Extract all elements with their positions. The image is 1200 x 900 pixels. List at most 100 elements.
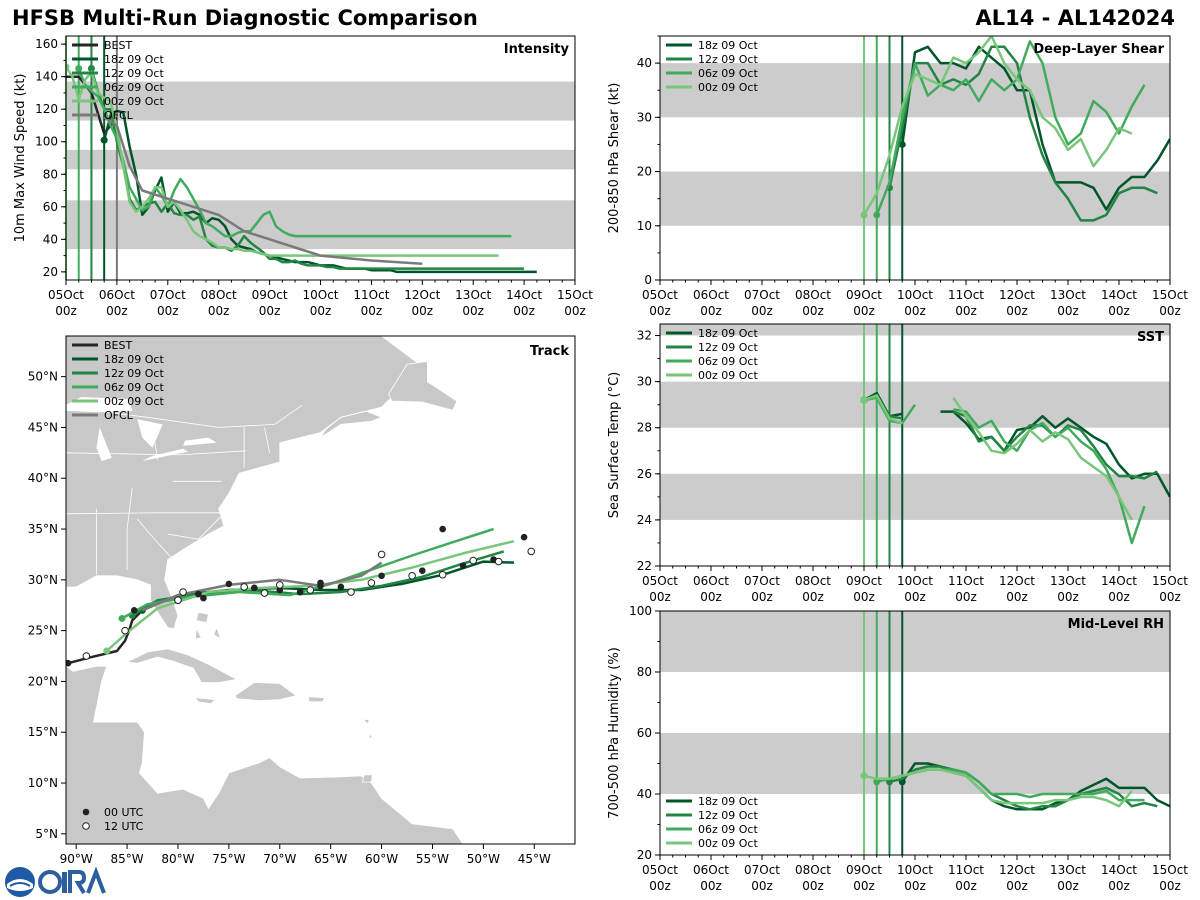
x-tick-sublabel: 00z — [751, 879, 773, 893]
init-marker — [873, 211, 881, 219]
series-line — [953, 408, 1146, 545]
x-tick-sublabel: 00z — [1057, 879, 1079, 893]
land-polygon — [195, 611, 209, 623]
legend-label: 00z 09 Oct — [698, 81, 758, 94]
x-tick-label: 14Oct — [1101, 863, 1137, 877]
marker-00utc — [459, 562, 467, 569]
x-tick-sublabel: 00z — [310, 304, 332, 318]
x-tick-label: 10Oct — [302, 288, 338, 302]
shear-bands — [660, 63, 1170, 226]
x-tick-label: 13Oct — [455, 288, 491, 302]
y-tick-label: 40 — [637, 787, 652, 801]
init-marker — [860, 211, 868, 219]
marker-12utc — [121, 626, 129, 635]
state-border — [136, 518, 174, 560]
marker-12utc — [347, 588, 355, 596]
init-marker — [75, 65, 83, 73]
marker-12utc — [527, 547, 536, 556]
rh-bands — [660, 611, 1170, 794]
x-tick-label: 45°W — [518, 852, 551, 866]
lake-polygon — [142, 448, 189, 461]
marker-00utc — [200, 594, 207, 602]
marker-00utc — [296, 588, 304, 596]
x-tick-label: 06Oct — [693, 288, 729, 302]
y-tick-label: 160 — [35, 37, 58, 51]
x-tick-sublabel: 00z — [751, 304, 773, 318]
legend-marker-12utc — [82, 822, 90, 830]
x-tick-label: 15Oct — [1152, 863, 1188, 877]
x-tick-sublabel: 00z — [1159, 590, 1181, 604]
series-line — [875, 40, 1146, 216]
legend-label: 18z 09 Oct — [698, 39, 758, 52]
series-line — [103, 116, 423, 265]
legend-label: BEST — [104, 339, 132, 352]
intensity-bands — [66, 81, 575, 250]
marker-12utc — [377, 550, 386, 559]
marker-00utc — [195, 590, 202, 598]
noaa-logo-icon — [5, 867, 35, 897]
x-tick-label: 10Oct — [897, 288, 933, 302]
legend-label: 06z 09 Oct — [698, 823, 758, 836]
x-tick-sublabel: 00z — [564, 304, 586, 318]
x-tick-label: 07Oct — [150, 288, 186, 302]
x-tick-sublabel: 00z — [649, 304, 671, 318]
legend-label: 18z 09 Oct — [698, 795, 758, 808]
y-axis-label: 700-500 hPa Humidity (%) — [607, 647, 622, 819]
x-tick-sublabel: 00z — [700, 879, 722, 893]
y-tick-label: 15°N — [28, 725, 58, 739]
x-tick-sublabel: 00z — [1006, 590, 1028, 604]
x-tick-sublabel: 00z — [955, 304, 977, 318]
marker-12utc — [275, 581, 284, 589]
land-polygon — [362, 718, 371, 725]
x-tick-label: 12Oct — [999, 863, 1035, 877]
marker-12utc — [179, 588, 187, 596]
figure-title: HFSB Multi-Run Diagnostic Comparison — [12, 6, 478, 30]
x-tick-label: 08Oct — [795, 574, 831, 588]
series-line — [901, 45, 1170, 211]
agency-logos — [5, 866, 106, 897]
x-tick-sublabel: 00z — [1108, 304, 1130, 318]
sst-series — [860, 391, 1170, 545]
x-tick-label: 80°W — [161, 852, 194, 866]
series-line — [952, 397, 1133, 521]
marker-12utc — [367, 579, 376, 587]
y-tick-label: 5°N — [35, 827, 58, 841]
marker-00utc — [378, 572, 385, 580]
land-polygon — [125, 648, 239, 683]
cira-logo-icon — [38, 866, 106, 895]
x-tick-sublabel: 00z — [462, 304, 484, 318]
x-tick-label: 08Oct — [795, 863, 831, 877]
marker-00utc — [419, 567, 426, 574]
y-tick-label: 100 — [35, 135, 58, 149]
marker-00utc — [225, 580, 233, 588]
x-tick-sublabel: 00z — [955, 590, 977, 604]
legend-label: 06z 09 Oct — [698, 355, 758, 368]
track-panel: 90°W 85°W 80°W 75°W 70°W 65°W 60°W 55°W 50°W 45°W… — [28, 335, 576, 866]
y-tick-label: 30°N — [28, 573, 58, 587]
panel-title: Deep-Layer Shear — [1033, 42, 1164, 57]
init-marker — [100, 136, 108, 144]
x-tick-label: 10Oct — [897, 574, 933, 588]
x-tick-label: 07Oct — [744, 863, 780, 877]
land-polygon — [194, 627, 203, 640]
legend-label: 00z 09 Oct — [698, 837, 758, 850]
marker-00utc — [317, 582, 324, 590]
legend-label: 18z 09 Oct — [104, 53, 164, 66]
track-line — [141, 561, 383, 612]
x-tick-sublabel: 00z — [649, 879, 671, 893]
x-tick-sublabel: 00z — [55, 304, 77, 318]
y-tick-label: 40 — [637, 56, 652, 70]
y-tick-label: 40°N — [28, 471, 58, 485]
sst-panel: 22 24 26 28 30 32 05Oct 00z 06Oct 00z 07Oct 00z 08Oc… — [607, 323, 1188, 604]
init-marker — [860, 396, 868, 404]
legend-label: 12z 09 Oct — [698, 341, 758, 354]
lake-polygon — [183, 437, 217, 446]
y-tick-label: 24 — [637, 513, 652, 527]
legend-label: 12z 09 Oct — [698, 53, 758, 66]
series-line — [862, 36, 1133, 216]
series-line — [863, 394, 903, 425]
x-tick-sublabel: 00z — [853, 304, 875, 318]
init-marker — [898, 140, 906, 148]
track-lines — [66, 525, 536, 667]
panel-title: Intensity — [504, 42, 570, 57]
